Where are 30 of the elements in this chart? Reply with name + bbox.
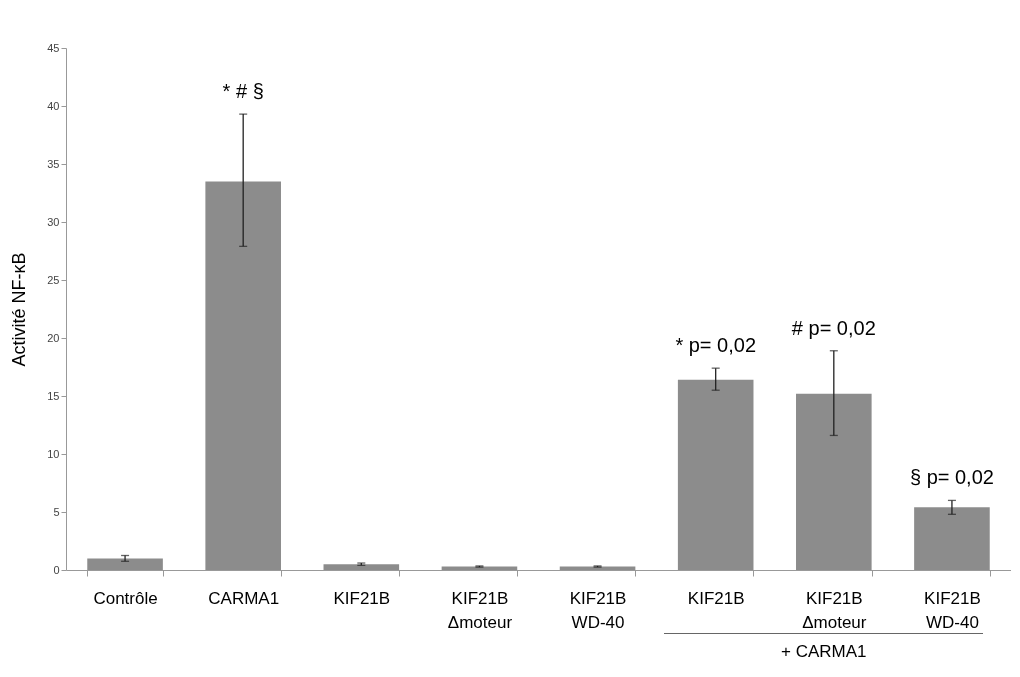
x-tick-label: Contrôle xyxy=(93,588,158,608)
annotation: § p= 0,02 xyxy=(909,466,994,489)
x-tick-label: KIF21B Δmoteur xyxy=(802,588,867,632)
bar xyxy=(677,379,754,570)
bar xyxy=(914,507,990,570)
x-tick-label: KIF21B WD-40 xyxy=(569,588,627,632)
x-tick-label: KIF21B WD-40 xyxy=(924,588,981,632)
annotation: # p= 0,02 xyxy=(791,316,876,339)
x-tick-label: KIF21B xyxy=(333,588,391,608)
x-tick-label: CARMA1 xyxy=(208,588,280,608)
y-tick-label: 10 xyxy=(47,447,60,460)
text: + CARMA1 xyxy=(781,642,867,662)
y-tick-label: 20 xyxy=(47,331,60,344)
y-axis-title: Activité NF-κB xyxy=(9,252,30,367)
annotation: * # § xyxy=(222,80,264,103)
y-tick-label: 25 xyxy=(47,273,60,286)
y-tick-label: 5 xyxy=(53,505,60,518)
x-tick-label: KIF21B Δmoteur xyxy=(447,588,513,632)
y-tick-label: 0 xyxy=(53,563,60,576)
bar xyxy=(205,181,281,570)
bar xyxy=(323,564,400,570)
y-tick-label: 30 xyxy=(47,215,60,228)
y-tick-label: 35 xyxy=(47,157,60,170)
y-tick-label: 40 xyxy=(47,99,60,112)
y-tick-label: 15 xyxy=(47,389,60,402)
bar xyxy=(796,393,872,570)
x-tick-label: KIF21B xyxy=(687,588,745,608)
y-tick-label: 45 xyxy=(47,41,60,54)
annotation: * p= 0,02 xyxy=(675,334,756,357)
bar xyxy=(87,558,163,570)
